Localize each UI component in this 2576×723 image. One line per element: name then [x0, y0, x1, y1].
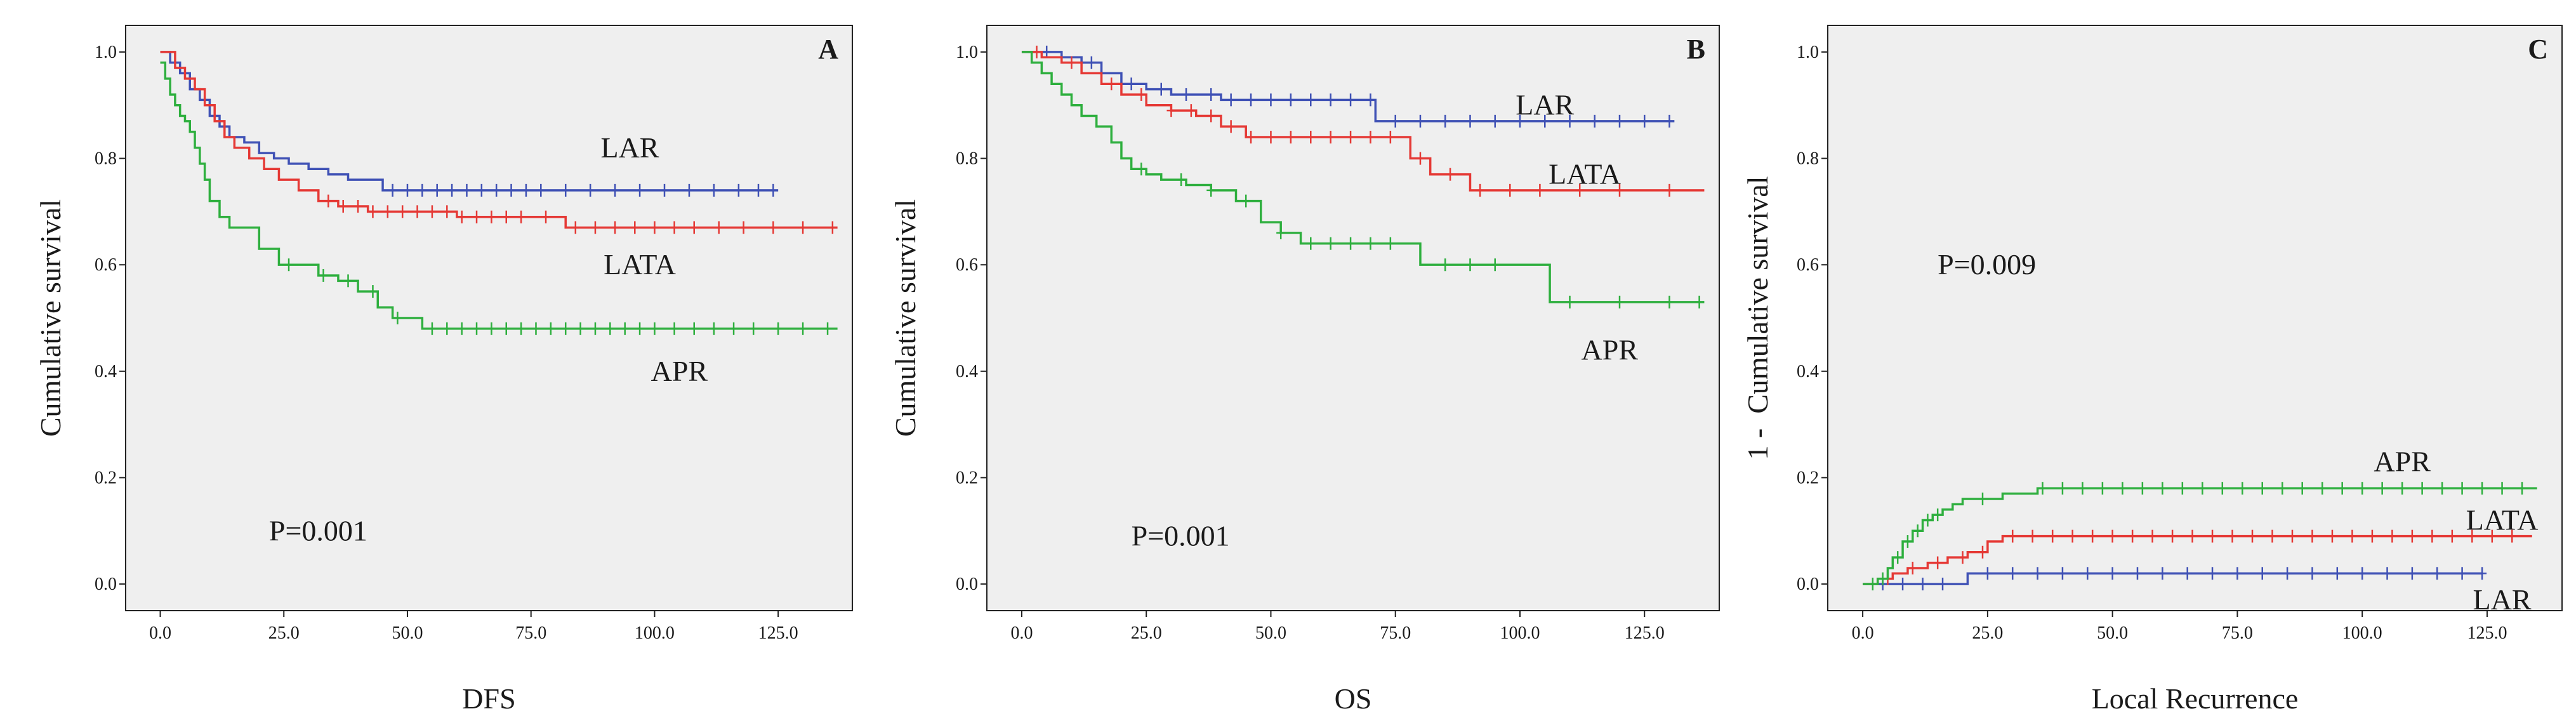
y-tick-label: 0.6: [95, 255, 117, 275]
y-tick-label: 0.6: [956, 255, 978, 275]
y-tick-label: 1.0: [1797, 43, 1819, 62]
y-tick-label: 1.0: [95, 43, 117, 62]
series-line-lar: [160, 51, 779, 192]
x-tick-label: 0.0: [1010, 623, 1033, 643]
x-tick-label: 25.0: [1131, 623, 1162, 643]
x-tick-label: 25.0: [268, 623, 300, 643]
x-tick-label: 25.0: [1972, 623, 2003, 643]
x-tick-label: 100.0: [2342, 623, 2382, 643]
panel-label: C: [2528, 34, 2548, 65]
series-label-lar: LAR: [600, 131, 659, 164]
x-tick-label: 75.0: [515, 623, 546, 643]
y-tick-label: 0.2: [1797, 468, 1819, 488]
x-axis-title: OS: [1335, 682, 1372, 715]
y-tick-label: 0.0: [95, 574, 117, 594]
p-value: P=0.001: [1132, 520, 1230, 552]
x-tick-label: 75.0: [2222, 623, 2253, 643]
x-tick-label: 0.0: [1852, 623, 1874, 643]
y-tick-label: 0.4: [956, 362, 978, 381]
x-tick-label: 75.0: [1380, 623, 1411, 643]
y-tick-label: 0.4: [1797, 362, 1819, 381]
x-tick-label: 125.0: [1625, 623, 1665, 643]
panel-label: A: [818, 34, 838, 65]
y-tick-label: 0.6: [1797, 255, 1819, 275]
plot-area: [986, 25, 1720, 611]
x-tick-label: 50.0: [1255, 623, 1286, 643]
y-axis-title: 1 - Cumulative survival: [1741, 176, 1774, 460]
x-tick-label: 0.0: [149, 623, 171, 643]
x-tick-label: 100.0: [635, 623, 675, 643]
y-tick-label: 0.2: [956, 468, 978, 488]
chart-panel-c: 0.0 0.2 0.4 0.6 0.8 1.0 0.0 25.0 50.0 75.0 100.0 12…: [1741, 25, 2563, 715]
x-tick-label: 100.0: [1500, 623, 1540, 643]
y-tick-label: 0.8: [956, 149, 978, 169]
x-tick-label: 125.0: [758, 623, 798, 643]
series-label-lata: LATA: [2466, 504, 2539, 536]
series-label-lata: LATA: [604, 248, 676, 281]
x-axis-title: DFS: [462, 682, 515, 715]
chart-panel-a: 0.0 0.2 0.4 0.6 0.8 1.0 0.0 25.0 50.0 75.0 100.0 12…: [34, 25, 853, 715]
x-axis-title: Local Recurrence: [2092, 682, 2299, 715]
series-label-apr: APR: [2374, 445, 2431, 477]
x-tick-label: 50.0: [392, 623, 423, 643]
series-label-lar: LAR: [2473, 583, 2532, 616]
series-line-apr: [1863, 487, 2537, 585]
chart-panel-b: 0.0 0.2 0.4 0.6 0.8 1.0 0.0 25.0 50.0 75.0 100.0 12…: [889, 25, 1720, 715]
series-label-apr: APR: [651, 355, 708, 387]
y-tick-label: 0.0: [1797, 574, 1819, 594]
y-tick-label: 0.8: [1797, 149, 1819, 169]
y-tick-label: 0.2: [95, 468, 117, 488]
y-axis-title: Cumulative survival: [34, 199, 67, 437]
series-label-lar: LAR: [1516, 89, 1574, 121]
y-axis-title: Cumulative survival: [889, 199, 921, 437]
plot-area: [1827, 25, 2563, 611]
plot-area: [125, 25, 853, 611]
x-tick-label: 50.0: [2097, 623, 2128, 643]
p-value: P=0.001: [269, 514, 367, 547]
series-line-lar: [1021, 51, 1675, 123]
panel-label: B: [1687, 34, 1705, 65]
y-tick-label: 0.8: [95, 149, 117, 169]
x-tick-label: 125.0: [2467, 623, 2507, 643]
series-label-lata: LATA: [1549, 158, 1621, 190]
series-label-apr: APR: [1582, 333, 1639, 366]
p-value: P=0.009: [1938, 248, 2036, 281]
y-tick-label: 0.4: [95, 362, 117, 381]
y-tick-label: 1.0: [956, 43, 978, 62]
y-tick-label: 0.0: [956, 574, 978, 594]
